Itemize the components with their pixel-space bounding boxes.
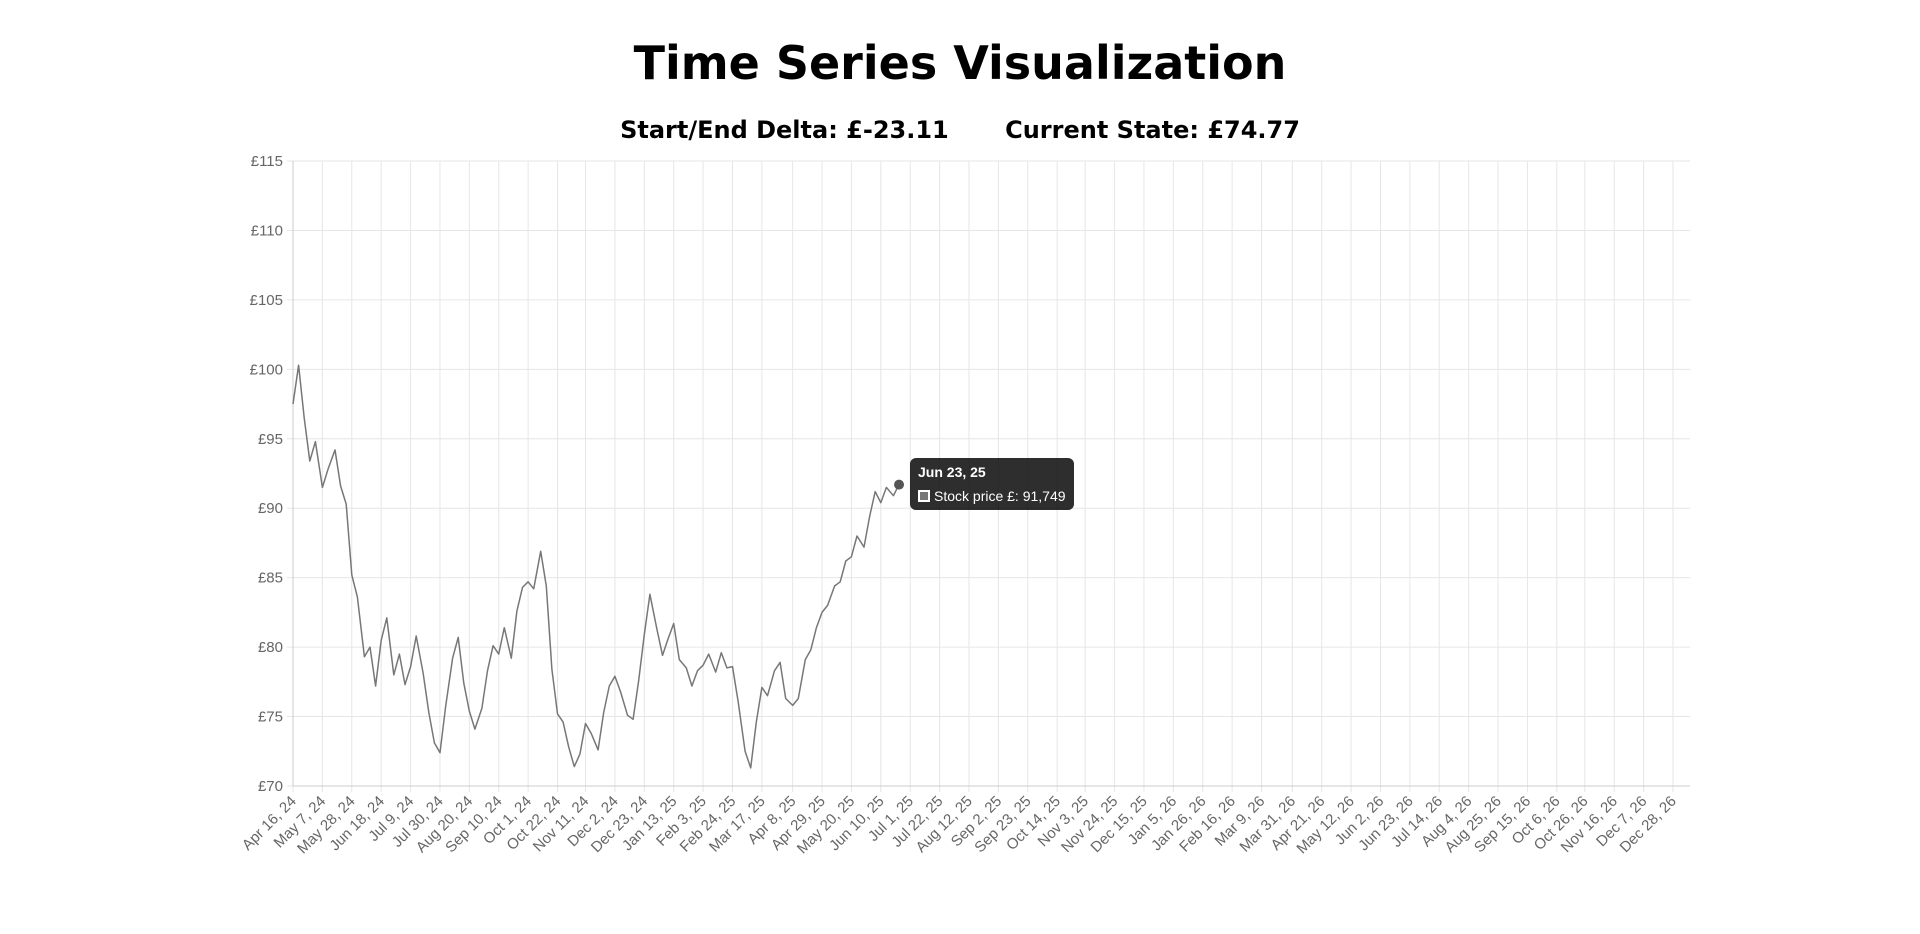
y-tick-label: £100 <box>250 361 283 378</box>
page-title: Time Series Visualization <box>633 36 1287 90</box>
chart-tooltip: Jun 23, 25 Stock price £: 91,749 <box>910 458 1074 510</box>
y-tick-label: £80 <box>258 639 283 656</box>
series-line <box>292 364 900 769</box>
chart-series <box>292 364 905 769</box>
y-tick-label: £70 <box>258 778 283 795</box>
tooltip-title: Jun 23, 25 <box>918 464 986 480</box>
y-tick-label: £95 <box>258 431 283 448</box>
y-tick-label: £85 <box>258 570 283 587</box>
y-tick-label: £110 <box>251 222 283 239</box>
y-tick-label: £90 <box>258 500 283 517</box>
tooltip-swatch <box>918 490 930 502</box>
tooltip-row: Stock price £: 91,749 <box>918 488 1066 504</box>
y-tick-label: £75 <box>258 709 283 726</box>
stats-bar: Start/End Delta: £-23.11 Current State: … <box>0 116 1920 144</box>
y-axis-ticks: £70 £75 £80 £85 £90 £95 £100 £105 £110 £115 <box>250 153 283 795</box>
hovered-data-point <box>894 479 905 490</box>
y-tick-label: £115 <box>251 153 283 170</box>
y-tick-label: £105 <box>250 292 283 309</box>
current-state: Current State: £74.77 <box>1005 116 1300 144</box>
tooltip-label: Stock price £: 91,749 <box>934 488 1066 504</box>
start-end-delta: Start/End Delta: £-23.11 <box>620 116 949 144</box>
